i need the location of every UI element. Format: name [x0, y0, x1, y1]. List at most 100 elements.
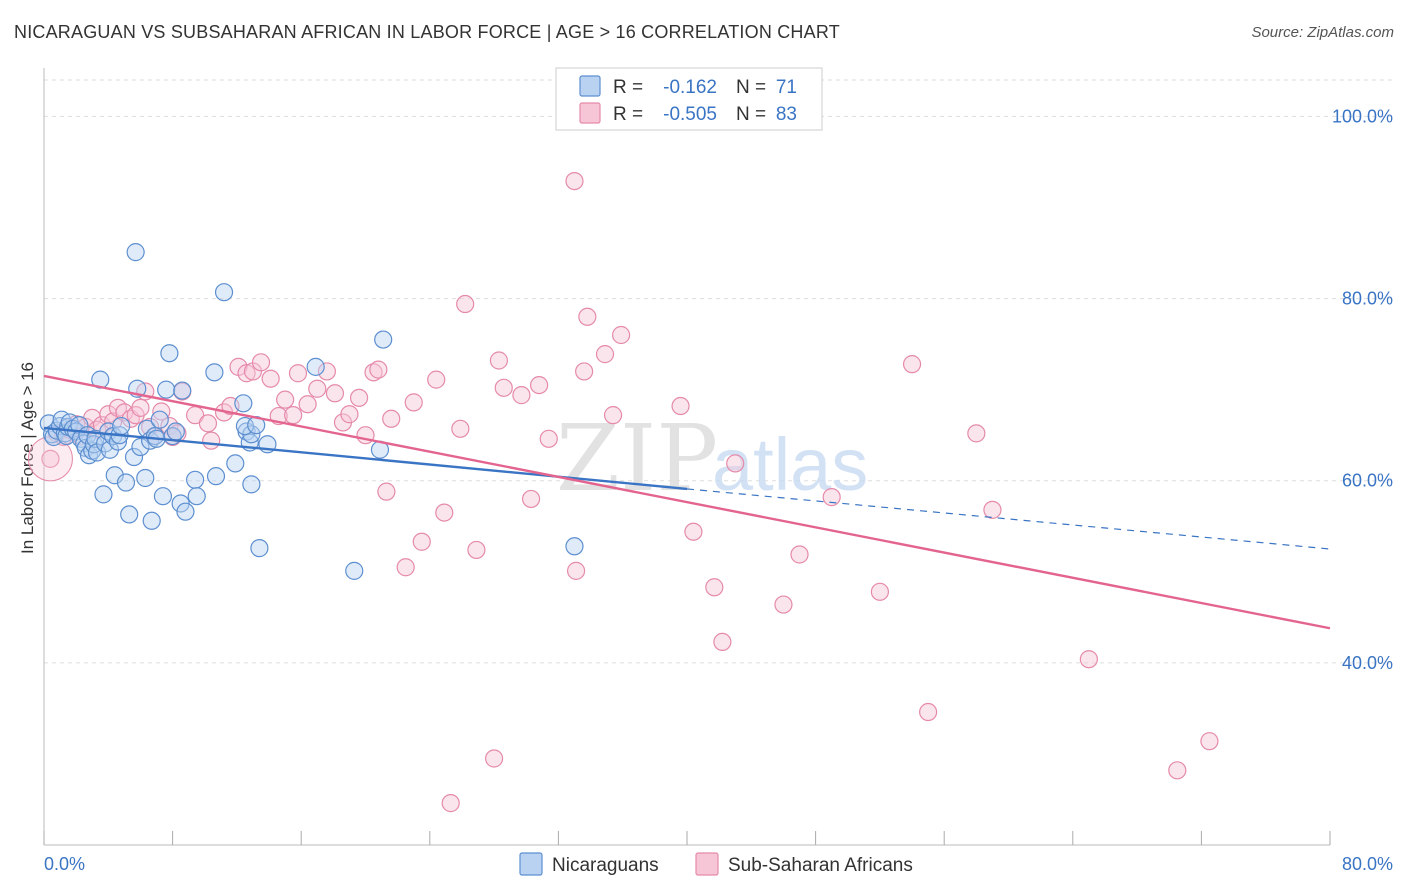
- data-point: [325, 384, 345, 403]
- data-point: [485, 749, 504, 768]
- data-point: [983, 500, 1002, 519]
- data-point: [456, 294, 475, 314]
- data-point: [349, 388, 369, 407]
- data-point: [288, 364, 308, 383]
- legend-n-label-pink: N =: [736, 104, 766, 125]
- data-point: [108, 432, 128, 451]
- data-point: [237, 364, 256, 383]
- trend-line-sub-saharan-africans: [43, 374, 1331, 630]
- data-point: [140, 417, 160, 437]
- series-sub-saharan-africans: [27, 171, 1219, 813]
- data-point: [374, 330, 393, 349]
- data-point: [298, 395, 317, 414]
- data-point: [120, 505, 139, 524]
- data-point: [578, 307, 597, 326]
- data-point: [186, 470, 205, 489]
- series-legend: Nicaraguans Sub-Saharan Africans: [519, 852, 913, 876]
- data-point: [173, 381, 192, 400]
- data-point: [404, 393, 423, 412]
- axes: [43, 68, 1331, 846]
- series-nicaraguans: [39, 243, 584, 580]
- data-point: [595, 345, 615, 364]
- source-credit: Source: ZipAtlas.com: [1251, 24, 1394, 41]
- stats-legend: R = -0.162 N = 71 R = -0.505 N = 83: [555, 67, 823, 131]
- data-point: [902, 355, 922, 374]
- series-legend-swatch-nicaraguans: [519, 852, 543, 876]
- data-point: [435, 503, 454, 522]
- data-point: [41, 449, 60, 468]
- data-point: [726, 454, 745, 473]
- legend-swatch-pink: [579, 102, 601, 124]
- data-point: [566, 561, 586, 580]
- data-point: [160, 344, 179, 363]
- data-point: [157, 380, 176, 399]
- legend-r-value-pink: -0.505: [663, 104, 717, 125]
- series-legend-label-nicaraguans: Nicaraguans: [552, 855, 659, 876]
- data-point: [1168, 761, 1187, 780]
- y-tick-labels: 40.0% 60.0% 80.0% 100.0%: [1332, 106, 1393, 672]
- trend-line-nicaraguans: [43, 426, 688, 491]
- data-point: [57, 426, 76, 446]
- data-point: [919, 702, 938, 722]
- data-point: [306, 357, 325, 376]
- data-point: [369, 360, 388, 379]
- watermark-atlas: atlas: [712, 423, 868, 506]
- data-point: [261, 369, 280, 388]
- data-point: [126, 243, 145, 262]
- data-point: [790, 545, 809, 564]
- data-point: [565, 537, 584, 556]
- data-point: [451, 419, 470, 438]
- data-point: [1200, 732, 1219, 751]
- data-point: [251, 353, 271, 372]
- data-point: [512, 386, 531, 405]
- data-point: [124, 447, 144, 467]
- watermark: ZIP atlas: [556, 405, 868, 512]
- data-point: [412, 532, 431, 551]
- data-point: [131, 437, 150, 457]
- data-point: [345, 561, 364, 580]
- data-point: [382, 409, 401, 428]
- data-point: [105, 466, 124, 485]
- data-point: [396, 558, 415, 577]
- data-point: [284, 406, 303, 425]
- data-point: [870, 582, 890, 601]
- data-point: [214, 283, 234, 302]
- data-point: [176, 502, 195, 521]
- data-point: [684, 522, 703, 541]
- data-point: [308, 379, 327, 398]
- trend-line-nicaraguans-extrapolated: [686, 488, 1331, 550]
- data-point: [131, 398, 150, 417]
- data-point: [774, 595, 793, 614]
- data-point: [150, 410, 169, 429]
- data-point: [242, 475, 261, 494]
- y-tick-label: 60.0%: [1342, 471, 1393, 491]
- data-point: [136, 468, 155, 488]
- data-point: [565, 171, 584, 191]
- trend-lines: [43, 374, 1331, 630]
- x-tick-labels: 0.0% 80.0%: [44, 854, 1393, 874]
- data-point: [145, 426, 165, 446]
- data-point: [611, 325, 631, 345]
- data-point: [603, 406, 623, 425]
- data-point: [205, 363, 224, 382]
- series-legend-label-sub-saharan-africans: Sub-Saharan Africans: [728, 855, 913, 876]
- data-point: [671, 396, 690, 416]
- data-point: [317, 362, 337, 381]
- data-point: [494, 378, 513, 397]
- data-point: [822, 488, 841, 507]
- series-legend-swatch-sub-saharan-africans: [695, 852, 719, 876]
- data-point: [1079, 650, 1098, 669]
- legend-n-value-pink: 83: [776, 104, 797, 125]
- data-point: [142, 511, 161, 530]
- data-point: [713, 632, 732, 652]
- y-tick-label: 100.0%: [1332, 106, 1393, 126]
- y-tick-label: 80.0%: [1342, 289, 1393, 309]
- data-point: [441, 794, 460, 813]
- data-point: [206, 467, 226, 486]
- data-point: [226, 454, 245, 473]
- data-point: [250, 539, 269, 558]
- data-point: [967, 424, 986, 443]
- data-point: [575, 362, 594, 381]
- x-tick-label-max: 80.0%: [1342, 854, 1393, 874]
